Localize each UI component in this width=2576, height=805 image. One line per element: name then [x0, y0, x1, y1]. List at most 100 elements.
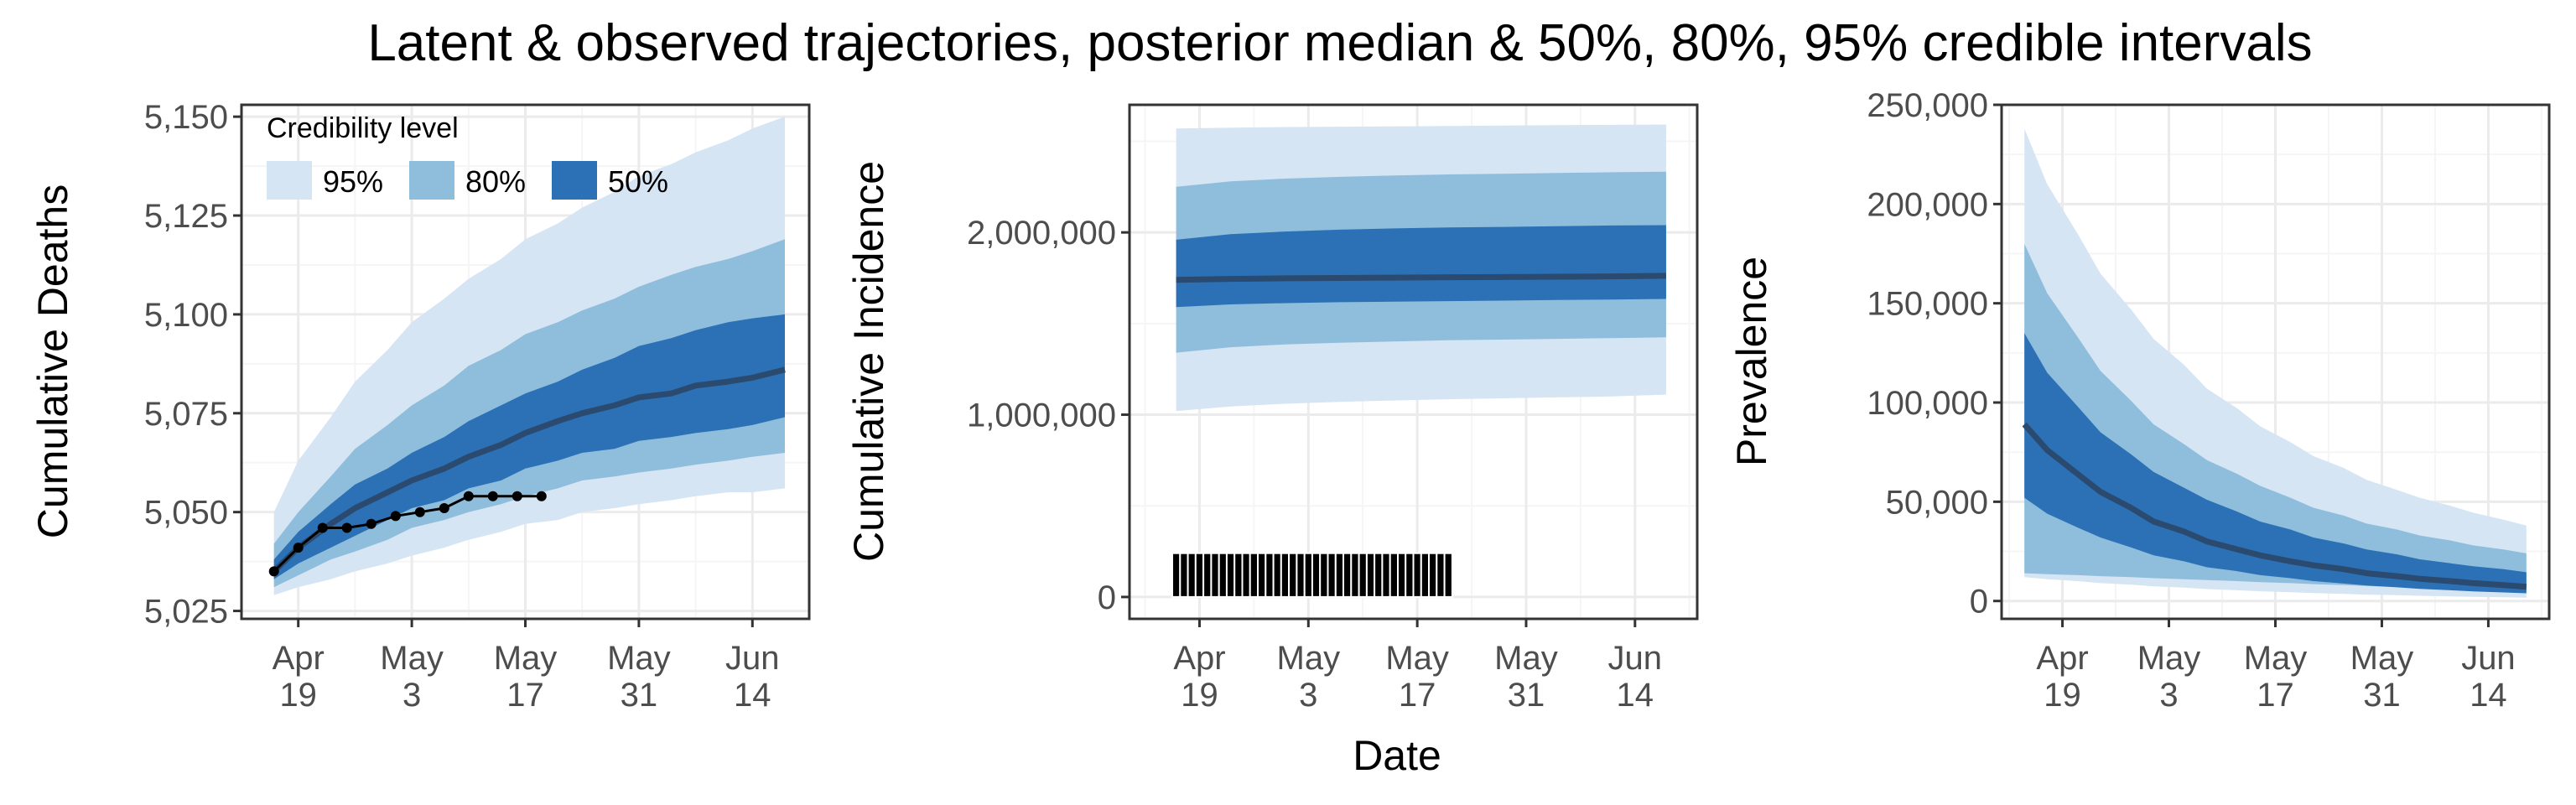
observed-bar — [1365, 552, 1376, 598]
observed-point — [293, 543, 304, 553]
y-axis-title: Cumulative Deaths — [29, 184, 76, 538]
observed-bar — [1443, 552, 1453, 598]
y-tick-label: 50,000 — [1886, 484, 1988, 521]
observed-bar — [1187, 552, 1197, 598]
observed-point — [366, 518, 377, 529]
x-tick-label: May 31 — [2350, 640, 2414, 714]
x-tick-label: May 31 — [1494, 640, 1558, 714]
observed-point — [439, 503, 449, 513]
observed-bar — [1358, 552, 1368, 598]
y-tick-label: 0 — [1098, 579, 1116, 616]
legend-key-80 — [409, 161, 454, 200]
y-tick-label: 100,000 — [1867, 385, 1988, 422]
observed-bar — [1241, 552, 1251, 598]
observed-point — [487, 491, 498, 501]
panel-border — [1128, 103, 1699, 621]
observed-bar — [1303, 552, 1313, 598]
y-tick-label: 5,125 — [144, 198, 228, 235]
observed-bar — [1420, 552, 1431, 598]
y-axis-title: Prevalence — [1728, 257, 1775, 466]
y-tick-label: 250,000 — [1867, 87, 1988, 124]
observed-point — [317, 522, 328, 533]
legend: Credibility level 95% 80% 50% — [267, 112, 668, 200]
legend-label: 50% — [608, 164, 668, 199]
x-tick-label: May 3 — [2137, 640, 2201, 714]
observed-bar — [1296, 552, 1306, 598]
legend-label: 80% — [465, 164, 526, 199]
chart-panels: 5,025 5,050 5,075 5,100 5,125 5,150 Apr 19 May 3 M… — [29, 87, 2551, 714]
x-tick-label: Jun 14 — [2461, 640, 2516, 714]
observed-bar — [1218, 552, 1228, 598]
x-tick-label: May 17 — [2244, 640, 2308, 714]
observed-point — [512, 491, 522, 501]
observed-bar — [1171, 552, 1182, 598]
legend-key-50 — [552, 161, 597, 200]
panel-3: 0 50,000 100,000 150,000 200,000 250,000 Apr 19… — [1728, 87, 2551, 714]
observed-bar — [1233, 552, 1244, 598]
observed-bar — [1249, 552, 1259, 598]
observed-bar — [1272, 552, 1282, 598]
x-tick-label: Apr 19 — [2036, 640, 2088, 714]
median-line — [1176, 273, 1666, 283]
observed-bar — [1225, 552, 1236, 598]
band-50 — [2024, 333, 2527, 594]
observed-bar — [1327, 552, 1337, 598]
x-tick-label: Apr 19 — [1173, 640, 1225, 714]
observed-bar — [1202, 552, 1213, 598]
x-axis-title: Date — [1353, 732, 1441, 779]
y-tick-label: 200,000 — [1867, 186, 1988, 223]
panel-1: 5,025 5,050 5,075 5,100 5,125 5,150 Apr 19 May 3 M… — [29, 99, 811, 714]
y-tick-label: 2,000,000 — [967, 215, 1116, 252]
observed-bar — [1319, 552, 1329, 598]
observed-point — [341, 522, 352, 533]
x-tick-label: Jun 14 — [725, 640, 780, 714]
observed-point — [390, 511, 401, 522]
observed-bar — [1288, 552, 1298, 598]
y-tick-label: 5,025 — [144, 594, 228, 631]
legend-title: Credibility level — [267, 112, 459, 144]
observed-point — [268, 566, 279, 577]
observed-bar — [1405, 552, 1415, 598]
observed-bar — [1334, 552, 1345, 598]
x-tick-label: May 17 — [494, 640, 558, 714]
y-tick-label: 5,050 — [144, 495, 228, 532]
observed-bar — [1311, 552, 1322, 598]
y-tick-label: 1,000,000 — [967, 397, 1116, 434]
x-tick-label: Apr 19 — [273, 640, 325, 714]
observed-bar — [1210, 552, 1220, 598]
x-tick-label: May 31 — [607, 640, 671, 714]
x-tick-label: May 3 — [380, 640, 444, 714]
observed-bar — [1343, 552, 1353, 598]
x-tick-label: May 17 — [1385, 640, 1449, 714]
y-tick-label: 5,075 — [144, 396, 228, 433]
median-line — [2022, 422, 2527, 590]
observed-point — [536, 491, 547, 501]
chart-title: Latent & observed trajectories, posterio… — [367, 14, 2312, 72]
x-tick-label: Jun 14 — [1608, 640, 1663, 714]
observed-bar — [1381, 552, 1391, 598]
observed-point — [463, 491, 474, 501]
observed-bar — [1436, 552, 1446, 598]
y-tick-label: 5,150 — [144, 99, 228, 136]
observed-bar — [1397, 552, 1407, 598]
observed-bar — [1265, 552, 1275, 598]
observed-bar — [1257, 552, 1267, 598]
band-50 — [1176, 225, 1666, 308]
x-tick-label: May 3 — [1277, 640, 1341, 714]
observed-bar — [1428, 552, 1438, 598]
observed-bar — [1194, 552, 1205, 598]
observed-bar — [1350, 552, 1360, 598]
observed-bar — [1280, 552, 1291, 598]
legend-key-95 — [267, 161, 312, 200]
observed-point — [414, 506, 425, 517]
y-axis-title: Cumulative Incidence — [845, 161, 892, 562]
y-tick-label: 5,100 — [144, 297, 228, 334]
y-tick-label: 0 — [1970, 584, 1988, 621]
panel-2: 0 1,000,000 2,000,000 Apr 19 May 3 May 17 May 31 Ju… — [845, 103, 1699, 714]
legend-label: 95% — [323, 164, 383, 199]
median-line — [272, 366, 786, 574]
observed-bar — [1412, 552, 1422, 598]
y-tick-label: 150,000 — [1867, 286, 1988, 323]
observed-bar — [1374, 552, 1384, 598]
